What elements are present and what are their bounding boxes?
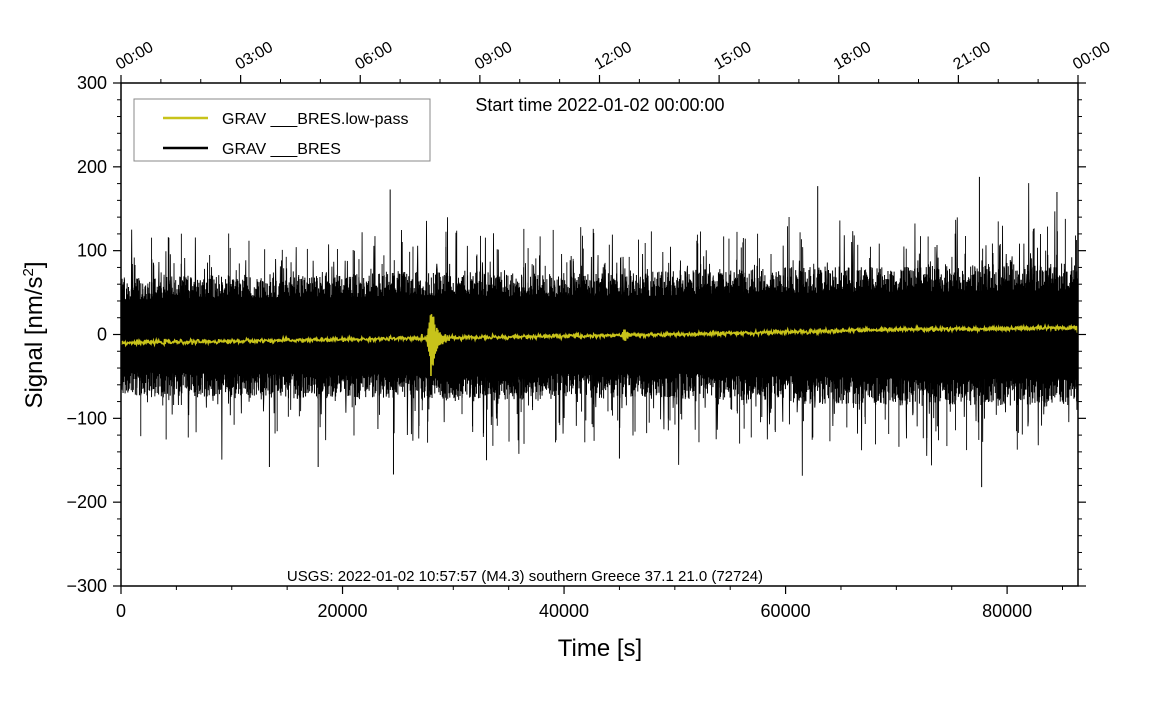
- y-tick-label: 200: [77, 157, 107, 177]
- start-time-label: Start time 2022-01-02 00:00:00: [475, 95, 724, 115]
- x-tick-label: 60000: [761, 601, 811, 621]
- series-spikes-grav-bres: [121, 176, 1078, 488]
- legend: GRAV ___BRES.low-pass GRAV ___BRES: [133, 98, 431, 162]
- y-tick-label: 0: [97, 325, 107, 345]
- y-tick-label: −200: [66, 492, 107, 512]
- top-tick-label: 06:00: [352, 39, 395, 74]
- series-grav-bres: [121, 176, 1078, 488]
- y-axis: 300 200 100 0 −100 −200 −300: [66, 73, 1086, 596]
- top-tick-label: 15:00: [711, 39, 754, 74]
- top-tick-label: 00:00: [1070, 39, 1113, 74]
- x-tick-label: 80000: [982, 601, 1032, 621]
- y-tick-label: −100: [66, 408, 107, 428]
- x-tick-label: 0: [116, 601, 126, 621]
- top-time-axis: 00:00 03:00 06:00 09:00 12:00 15:00 18:00 21:00…: [113, 39, 1113, 83]
- x-axis-title: Time [s]: [558, 635, 642, 662]
- series-grav-bres-low-pass: [121, 314, 1078, 376]
- top-tick-label: 12:00: [592, 39, 635, 74]
- series-line-grav-bres-low-pass: [121, 314, 1078, 376]
- top-tick-label: 09:00: [472, 39, 515, 74]
- x-axis: 0 20000 40000 60000 80000: [116, 586, 1063, 621]
- legend-label-grav-bres: GRAV ___BRES: [222, 141, 341, 158]
- y-tick-label: −300: [66, 576, 107, 596]
- y-tick-label: 100: [77, 241, 107, 261]
- top-tick-label: 18:00: [831, 39, 874, 74]
- top-tick-label: 00:00: [113, 39, 156, 74]
- legend-label-grav-bres-low-pass: GRAV ___BRES.low-pass: [222, 111, 408, 128]
- top-tick-label: 03:00: [233, 39, 276, 74]
- y-axis-title-superscript: 2: [20, 268, 37, 276]
- event-annotation: USGS: 2022-01-02 10:57:57 (M4.3) souther…: [287, 568, 763, 585]
- legend-box: [133, 98, 431, 162]
- top-tick-label: 21:00: [951, 39, 994, 74]
- x-tick-label: 20000: [317, 601, 367, 621]
- y-axis-title: Signal [nm/s2]: [20, 261, 48, 408]
- x-tick-label: 40000: [539, 601, 589, 621]
- y-tick-label: 300: [77, 73, 107, 93]
